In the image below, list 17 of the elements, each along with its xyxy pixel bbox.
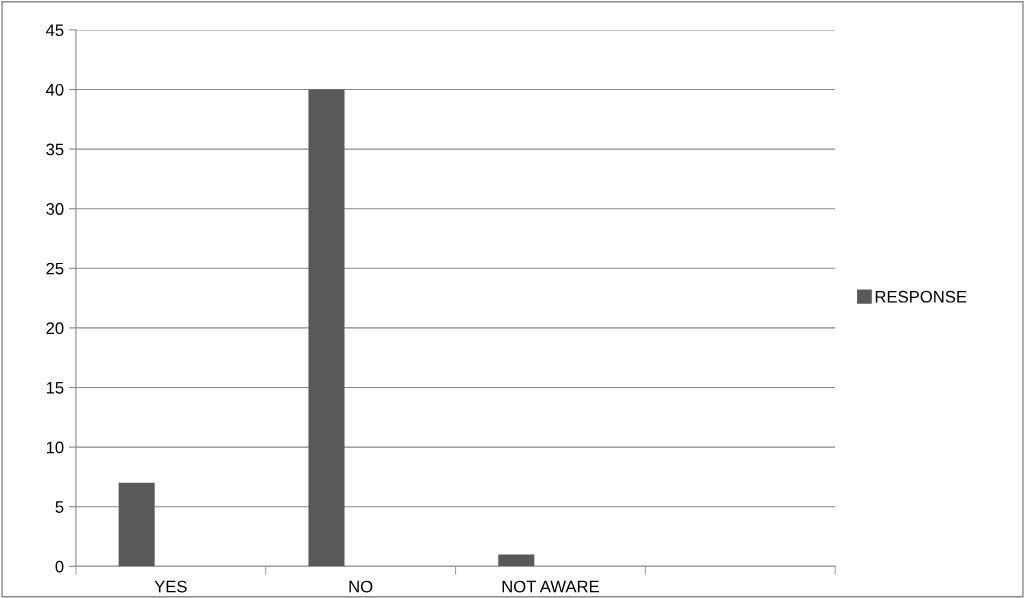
y-tick-label: 35 xyxy=(46,143,64,156)
bar xyxy=(308,89,345,567)
y-tick-label: 15 xyxy=(46,382,64,394)
legend-label: RESPONSE xyxy=(875,290,967,303)
y-tick-label: 5 xyxy=(55,501,64,513)
y-tick-label: 45 xyxy=(45,24,64,37)
y-tick-label: 30 xyxy=(46,203,64,215)
bar xyxy=(498,554,535,567)
y-tick-label: 10 xyxy=(46,441,64,454)
bar xyxy=(118,482,155,567)
y-tick-label: 0 xyxy=(55,560,64,573)
y-tick-label: 20 xyxy=(46,322,64,335)
x-tick-label: YES xyxy=(154,580,187,593)
x-tick-label: NOT AWARE xyxy=(502,580,599,593)
y-tick-label: 40 xyxy=(45,83,64,96)
y-tick-label: 25 xyxy=(46,262,64,275)
x-tick-label: NO xyxy=(349,580,373,593)
